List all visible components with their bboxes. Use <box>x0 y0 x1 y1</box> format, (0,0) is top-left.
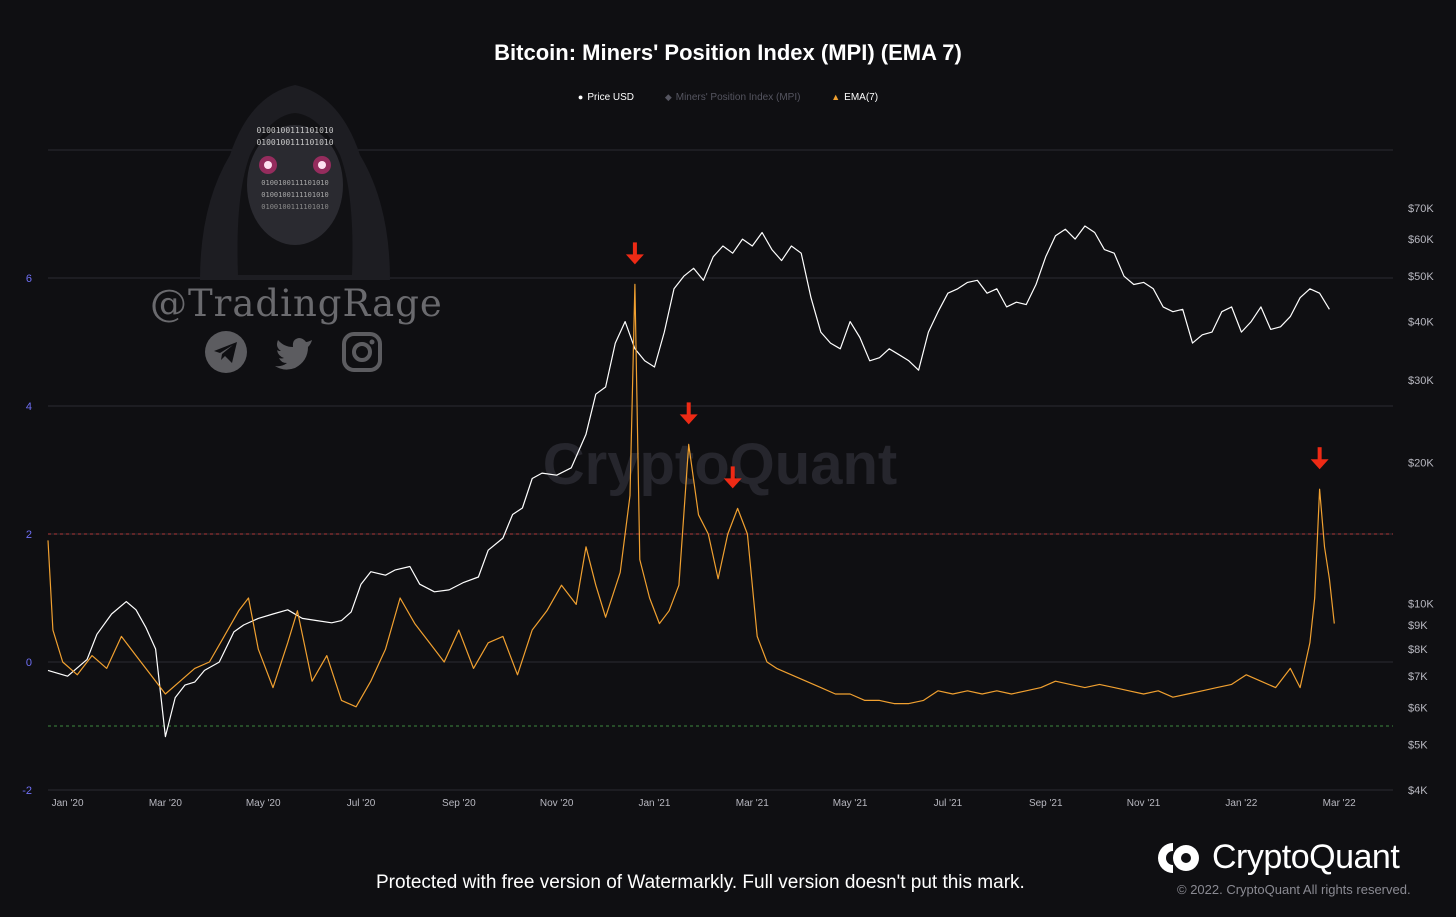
right-tick-label: $4K <box>1408 785 1428 797</box>
down-arrow-icon <box>679 402 698 425</box>
left-tick-label: 6 <box>26 273 32 285</box>
down-arrow-icon <box>723 466 742 489</box>
cryptoquant-logo-icon <box>1158 842 1199 873</box>
x-tick-label: Mar '20 <box>149 798 182 809</box>
series-line-ema-7 <box>47 283 1335 708</box>
copyright-text: © 2022. CryptoQuant All rights reserved. <box>1177 882 1411 897</box>
instagram-icon[interactable] <box>340 330 384 374</box>
brand-logo: CryptoQuant <box>1158 838 1400 877</box>
arrow-shaft <box>730 466 735 481</box>
left-tick-label: 4 <box>26 401 32 413</box>
x-axis-ticks: Jan '20 Mar '20 May '20 Jul '20 Sep '20 Nov '… <box>52 798 1357 809</box>
x-tick-label: Sep '20 <box>442 798 476 809</box>
arrow-head <box>1310 459 1329 470</box>
left-tick-label: 0 <box>26 657 32 669</box>
watermark-notice: Protected with free version of Watermark… <box>376 872 1025 893</box>
right-tick-label: $30K <box>1408 375 1434 387</box>
right-axis-ticks: $70K $60K $50K $40K $30K $20K $10K $9K $8K $7K $6K… <box>1408 203 1434 797</box>
right-tick-label: $10K <box>1408 599 1434 611</box>
legend-triangle-icon: ▲ <box>831 92 841 102</box>
series-layer <box>47 225 1335 738</box>
legend-diamond-icon: ◆ <box>664 92 672 102</box>
right-tick-label: $70K <box>1408 203 1434 215</box>
right-tick-label: $7K <box>1408 671 1428 683</box>
trading-handle: @TradingRage <box>150 282 443 325</box>
right-tick-label: $20K <box>1408 458 1434 470</box>
legend-dot-icon: ● <box>577 92 584 102</box>
chart-title: Bitcoin: Miners' Position Index (MPI) (E… <box>494 40 962 65</box>
arrow-shaft <box>1317 447 1322 462</box>
left-tick-label: 2 <box>26 529 32 541</box>
x-tick-label: Mar '22 <box>1323 798 1356 809</box>
telegram-icon[interactable] <box>204 330 248 374</box>
right-tick-label: $40K <box>1408 317 1434 329</box>
right-tick-label: $6K <box>1408 703 1428 715</box>
right-tick-label: $60K <box>1408 234 1434 246</box>
legend-item-mpi[interactable]: ◆ Miners' Position Index (MPI) <box>665 92 801 103</box>
left-tick-label: -2 <box>22 785 32 797</box>
svg-text:0100100111101010: 0100100111101010 <box>256 126 333 135</box>
legend-label: Price USD <box>587 92 635 103</box>
down-arrow-icon <box>1310 447 1329 470</box>
x-tick-label: Jul '21 <box>934 798 963 809</box>
right-tick-label: $9K <box>1408 620 1428 632</box>
brand-name: CryptoQuant <box>1212 838 1400 876</box>
x-tick-label: Jan '21 <box>639 798 671 809</box>
twitter-icon[interactable] <box>272 330 316 374</box>
svg-text:0100100111101010: 0100100111101010 <box>261 179 328 187</box>
arrow-shaft <box>686 402 691 417</box>
hooded-avatar-logo: 0100100111101010 0100100111101010 010010… <box>200 85 390 280</box>
arrow-shaft <box>632 242 637 257</box>
x-tick-label: Mar '21 <box>736 798 769 809</box>
social-icons <box>204 330 384 374</box>
series-line-price-usd <box>47 225 1330 738</box>
arrow-head <box>679 414 698 425</box>
x-tick-label: May '21 <box>833 798 868 809</box>
svg-text:0100100111101010: 0100100111101010 <box>261 203 328 211</box>
annotation-arrows <box>625 242 1329 489</box>
x-tick-label: Sep '21 <box>1029 798 1063 809</box>
down-arrow-icon <box>625 242 644 265</box>
svg-text:0100100111101010: 0100100111101010 <box>256 138 333 147</box>
x-tick-label: Jan '22 <box>1225 798 1257 809</box>
left-axis-ticks: 6 4 2 0 -2 <box>22 273 32 797</box>
legend-item-price[interactable]: ● Price USD <box>578 92 634 103</box>
legend-label: EMA(7) <box>844 92 879 103</box>
svg-text:0100100111101010: 0100100111101010 <box>261 191 328 199</box>
chart-legend: ● Price USD ◆ Miners' Position Index (MPI)… <box>0 92 1456 103</box>
legend-item-ema[interactable]: ▲ EMA(7) <box>831 92 878 103</box>
arrow-head <box>625 254 644 265</box>
legend-label: Miners' Position Index (MPI) <box>675 92 801 103</box>
x-tick-label: Jul '20 <box>347 798 376 809</box>
x-tick-label: Nov '21 <box>1127 798 1161 809</box>
reference-lines <box>48 533 1393 727</box>
right-tick-label: $5K <box>1408 740 1428 752</box>
right-tick-label: $8K <box>1408 644 1428 656</box>
x-tick-label: Jan '20 <box>52 798 84 809</box>
background-watermark: CryptoQuant <box>543 432 897 497</box>
arrow-head <box>723 478 742 489</box>
x-tick-label: May '20 <box>246 798 281 809</box>
x-tick-label: Nov '20 <box>540 798 574 809</box>
right-tick-label: $50K <box>1408 271 1434 283</box>
